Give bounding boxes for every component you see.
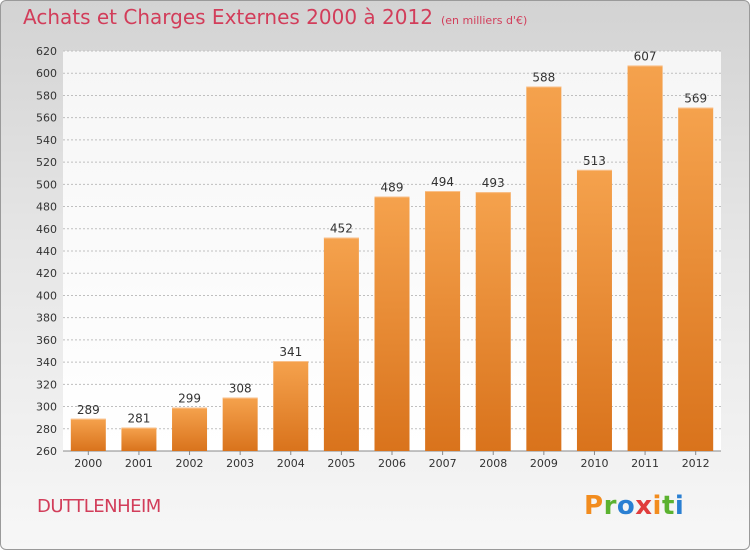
- bar-value-label: 299: [178, 392, 201, 406]
- bar-value-label: 308: [229, 382, 252, 396]
- brand-letter: x: [635, 491, 653, 521]
- bar-value-label: 494: [431, 175, 454, 189]
- bar-value-labels: 289 281 299 308 341 452 489 494 493 588 513 607 569: [77, 49, 707, 425]
- bar-2002: [172, 407, 208, 451]
- x-tick-label: 2007: [429, 457, 457, 470]
- bar-2001: [121, 427, 157, 451]
- x-axis-ticks: 2000 2001 2002 2003 2004 2005 2006 2007 2008 2009…: [74, 451, 710, 470]
- y-tick-label: 480: [36, 201, 57, 214]
- bar-2012: [678, 107, 714, 452]
- bar-2007: [425, 191, 461, 451]
- y-tick-label: 580: [36, 89, 57, 102]
- x-tick-label: 2003: [226, 457, 254, 470]
- y-tick-label: 440: [36, 245, 57, 258]
- x-tick-label: 2009: [530, 457, 558, 470]
- x-tick-label: 2006: [378, 457, 406, 470]
- y-tick-label: 560: [36, 112, 57, 125]
- x-tick-label: 2000: [74, 457, 102, 470]
- x-tick-label: 2012: [682, 457, 710, 470]
- x-tick-label: 2002: [176, 457, 204, 470]
- brand-letter: r: [603, 491, 617, 521]
- y-tick-label: 320: [36, 378, 57, 391]
- y-tick-label: 400: [36, 289, 57, 302]
- y-tick-label: 380: [36, 312, 57, 325]
- bar-value-label: 489: [381, 181, 404, 195]
- bar-2008: [475, 192, 511, 451]
- x-tick-label: 2008: [479, 457, 507, 470]
- brand-letter: P: [584, 491, 604, 521]
- bar-2009: [526, 86, 562, 452]
- title-row: Achats et Charges Externes 2000 à 2012 (e…: [23, 5, 527, 29]
- x-tick-label: 2010: [580, 457, 608, 470]
- x-tick-label: 2011: [631, 457, 659, 470]
- y-axis-ticks: 260 280 300 320 340 360 380 400 420 440 460 480 500 5…: [36, 45, 57, 458]
- y-tick-label: 300: [36, 401, 57, 414]
- brand-letter: i: [652, 491, 662, 521]
- brand-logo: Proxiti: [584, 491, 684, 521]
- bar-value-label: 281: [127, 412, 150, 426]
- bar-2011: [627, 65, 663, 451]
- bar-value-label: 452: [330, 222, 353, 236]
- x-tick-label: 2005: [327, 457, 355, 470]
- bar-value-label: 588: [532, 71, 555, 85]
- y-tick-label: 520: [36, 156, 57, 169]
- bar-value-label: 341: [279, 345, 302, 359]
- y-tick-label: 420: [36, 267, 57, 280]
- brand-letter: o: [616, 491, 636, 521]
- y-tick-label: 360: [36, 334, 57, 347]
- bar-value-label: 289: [77, 403, 100, 417]
- bar-2010: [576, 169, 612, 451]
- bar-value-label: 513: [583, 154, 606, 168]
- y-tick-label: 500: [36, 178, 57, 191]
- bar-2003: [222, 397, 258, 451]
- y-tick-label: 340: [36, 356, 57, 369]
- y-tick-label: 260: [36, 445, 57, 458]
- bar-2005: [323, 237, 359, 451]
- bar-value-label: 493: [482, 176, 505, 190]
- bar-value-label: 569: [684, 92, 707, 106]
- chart-unit: (en milliers d'€): [440, 14, 528, 27]
- brand-letter: t: [661, 491, 675, 521]
- y-tick-label: 600: [36, 67, 57, 80]
- y-tick-label: 460: [36, 223, 57, 236]
- bar-2006: [374, 196, 410, 451]
- commune-name: DUTTLENHEIM: [37, 496, 161, 517]
- brand-letter: i: [674, 491, 685, 521]
- y-tick-label: 620: [36, 45, 57, 58]
- x-tick-label: 2004: [277, 457, 305, 470]
- bar-2000: [70, 418, 106, 451]
- x-tick-label: 2001: [125, 457, 153, 470]
- y-tick-label: 280: [36, 423, 57, 436]
- chart-title: Achats et Charges Externes 2000 à 2012: [23, 5, 433, 29]
- bar-value-label: 607: [634, 49, 657, 63]
- bar-2004: [273, 361, 309, 451]
- bars: [70, 65, 714, 452]
- y-tick-label: 540: [36, 134, 57, 147]
